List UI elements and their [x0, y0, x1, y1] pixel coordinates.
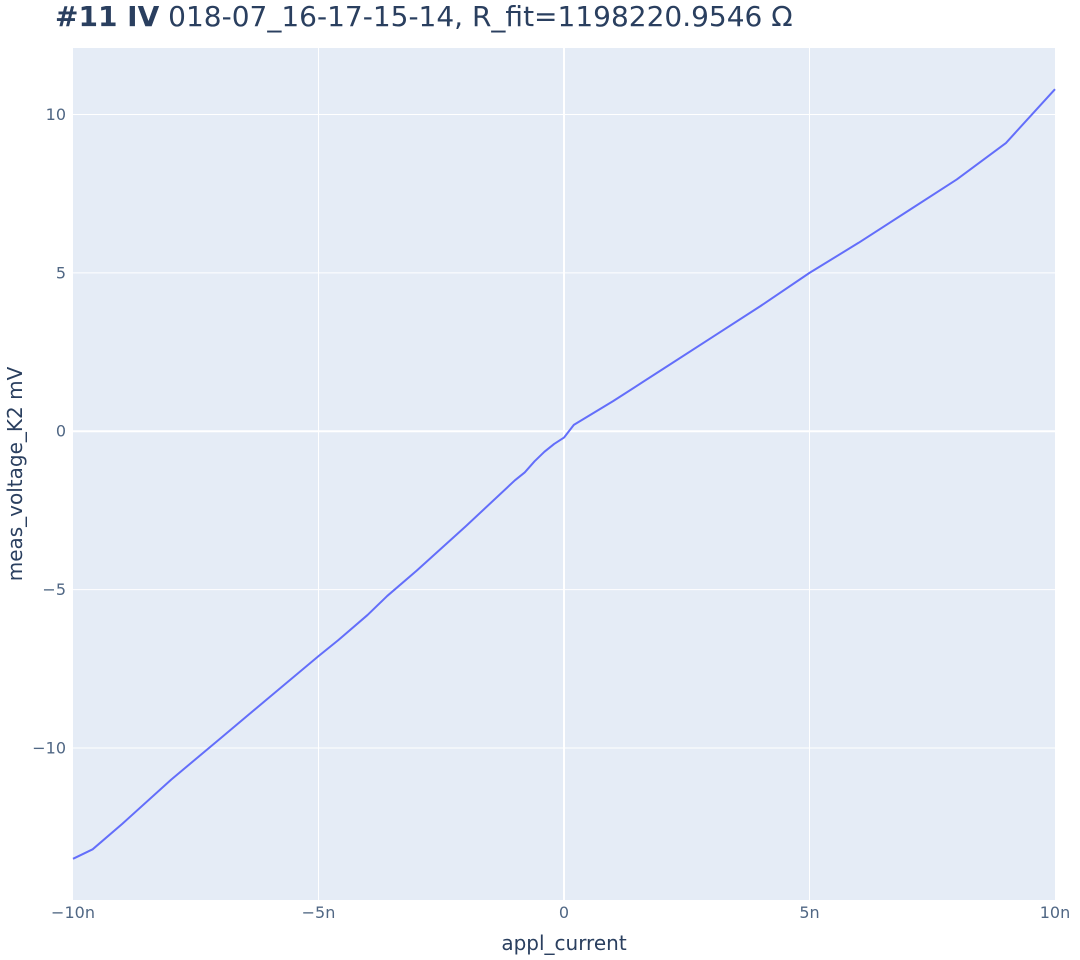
chart-title-bold: #11 IV	[55, 0, 160, 33]
grid-lines	[73, 48, 1055, 900]
x-tick-label: 5n	[799, 903, 819, 922]
x-tick-labels: −10n −5n 0 5n 10n	[51, 903, 1070, 922]
x-tick-label: −10n	[51, 903, 95, 922]
y-tick-labels: 10 5 0 −5 −10	[32, 105, 66, 757]
y-tick-label: 10	[46, 105, 66, 124]
x-tick-label: 10n	[1040, 903, 1071, 922]
x-tick-label: 0	[559, 903, 569, 922]
series-lines	[72, 88, 1056, 860]
chart-title: #11 IV 018-07_16-17-15-14, R_fit=1198220…	[55, 0, 793, 34]
y-tick-label: 5	[56, 263, 66, 282]
x-axis-title: appl_current	[501, 931, 627, 955]
y-tick-label: −5	[42, 580, 66, 599]
y-axis-title: meas_voltage_K2 mV	[3, 366, 27, 581]
chart-title-rest: 018-07_16-17-15-14, R_fit=1198220.9546 Ω	[168, 0, 793, 33]
x-tick-label: −5n	[302, 903, 336, 922]
y-tick-label: −10	[32, 738, 66, 757]
y-tick-label: 0	[56, 422, 66, 441]
series-line	[72, 88, 1056, 860]
